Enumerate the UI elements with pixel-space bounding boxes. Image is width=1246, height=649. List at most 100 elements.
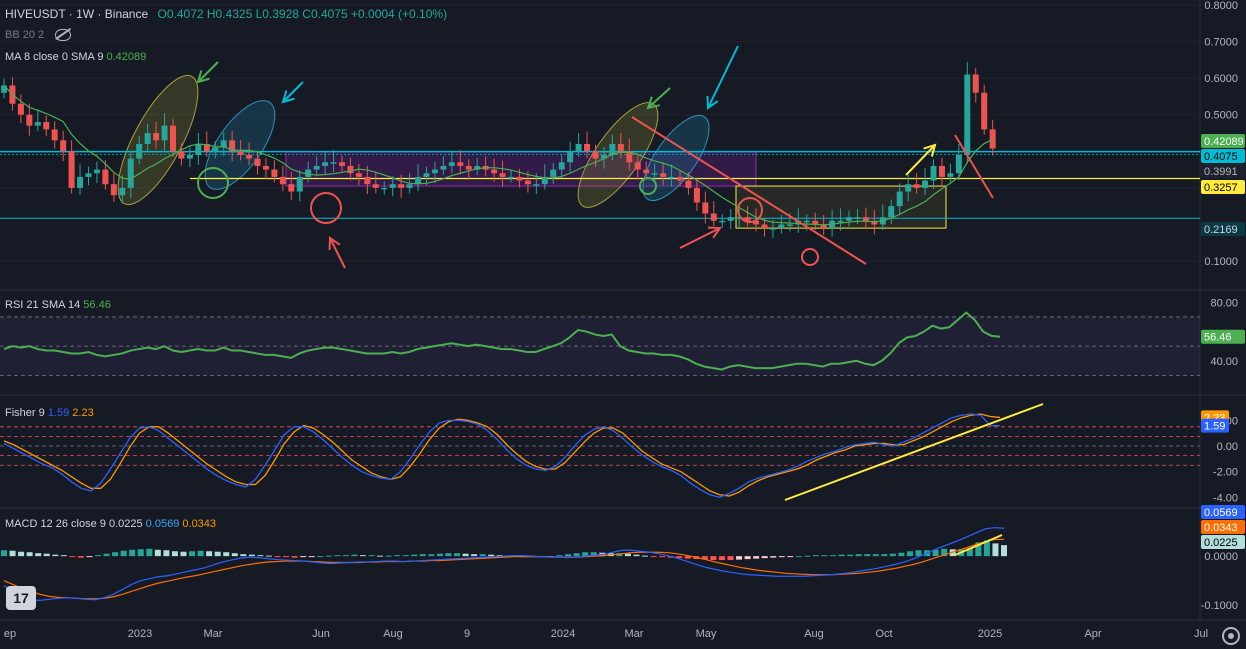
fisher-legend[interactable]: Fisher 9 1.59 2.23 [5,407,94,419]
fisher-tick-label: -2.00 [1213,467,1238,479]
candle-body [254,158,261,166]
candle-body [431,169,438,174]
annotation-circle [801,248,819,266]
candle-body [381,187,388,190]
macd-histogram-bar [624,553,631,557]
macd-histogram-bar [35,553,42,557]
macd-histogram-bar [787,556,794,558]
bb-legend[interactable]: BB 20 2 [5,29,72,42]
macd-histogram-bar [351,554,358,557]
candle-body [922,180,929,188]
x-tick-label: ep [4,628,16,640]
macd-histogram-bar [582,552,589,557]
price-label: 0.2169 [1204,224,1238,236]
candle-body [262,165,269,170]
macd-histogram-bar [325,555,332,557]
candle-body [508,176,514,179]
candle-body [989,129,996,149]
candle-body [896,191,903,207]
candle-body [110,184,117,196]
eye-off-icon[interactable] [55,29,72,42]
macd-histogram-bar [257,555,264,557]
candle-body [516,176,523,181]
macd-histogram-bar [616,553,623,557]
highlight-ellipse [642,114,710,202]
fisher-trendline [784,403,1044,501]
candle-body [938,165,945,177]
macd-histogram-bar [488,554,495,557]
macd-label: 0.0225 [1204,537,1238,549]
macd-histogram-bar [291,556,298,558]
candle-body [51,129,58,141]
price-label-bg [1201,222,1245,236]
macd-tick-label: 0.0000 [1204,551,1238,563]
macd-histogram-bar [898,552,905,557]
macd-histogram-bar [830,555,837,557]
macd-histogram-bar [573,553,580,557]
candle-body [195,143,202,155]
candle-body [220,140,227,148]
rsi-label: RSI 21 SMA 14 [5,299,81,311]
rsi-tick-label: 40.00 [1210,356,1238,368]
ma-legend[interactable]: MA 8 close 0 SMA 9 0.42089 [5,51,146,63]
candle-body [575,143,582,152]
candle-body [744,217,751,221]
candle-body [634,162,641,170]
annotation-circle [197,167,229,199]
macd-legend[interactable]: MACD 12 26 close 9 0.0225 0.0569 0.0343 [5,518,216,530]
candle-body [846,217,852,221]
macd-histogram-bar [445,553,452,557]
price-label: 0.3257 [1204,182,1238,194]
rsi-legend[interactable]: RSI 21 SMA 14 56.46 [5,299,111,311]
ma-label: MA 8 close 0 SMA 9 [5,51,104,63]
candle-body [144,133,151,144]
macd-histogram-bar [932,549,939,557]
x-tick-label: Oct [875,628,892,640]
macd-histogram-bar [26,552,33,557]
candle-body [237,151,244,155]
macd-tick-label: -0.1000 [1201,600,1238,612]
tradingview-logo[interactable]: 17 [6,586,36,610]
macd-histogram-bar [770,556,777,558]
macd-label: 0.0569 [1204,507,1238,519]
candle-body [26,114,33,126]
macd-histogram-bar [86,556,93,558]
candle-body [229,140,236,152]
change-value: +0.0004 (+0.10%) [351,7,448,21]
bb-label: BB 20 2 [5,29,45,41]
x-tick-label: Aug [383,628,403,640]
candle-body [947,173,954,177]
macd-histogram-bar [906,551,913,557]
candle-body [279,176,286,185]
macd-value-3: 0.0343 [182,518,217,530]
candle-body [812,220,819,225]
blue-arrow [707,45,739,109]
candle-body [313,165,320,170]
gear-icon[interactable] [1222,627,1240,645]
candle-body [406,184,413,188]
candle-body [913,184,920,188]
candle-body [322,162,329,166]
macd-histogram-bar [941,548,948,557]
candle-body [609,143,616,155]
macd-histogram-bar [676,556,683,559]
candle-body [955,154,962,174]
macd-label-bg [1201,505,1245,519]
macd-line [3,527,1005,601]
red-arrow [679,227,721,249]
candle-body [17,103,24,115]
macd-histogram-bar [710,556,717,561]
red-arrow [707,226,722,239]
macd-label: MACD 12 26 close 9 [5,518,106,530]
macd-histogram-bar [359,555,366,557]
candle-body [854,217,861,219]
symbol-title[interactable]: HIVEUSDT · 1W · Binance [5,7,149,21]
macd-trendline [954,534,1003,556]
macd-histogram-bar [872,554,879,557]
macd-histogram-bar [368,555,375,557]
candle-body [702,202,709,214]
macd-value-1: 0.0225 [108,518,143,530]
candle-body [85,173,92,177]
candle-body [617,143,624,152]
